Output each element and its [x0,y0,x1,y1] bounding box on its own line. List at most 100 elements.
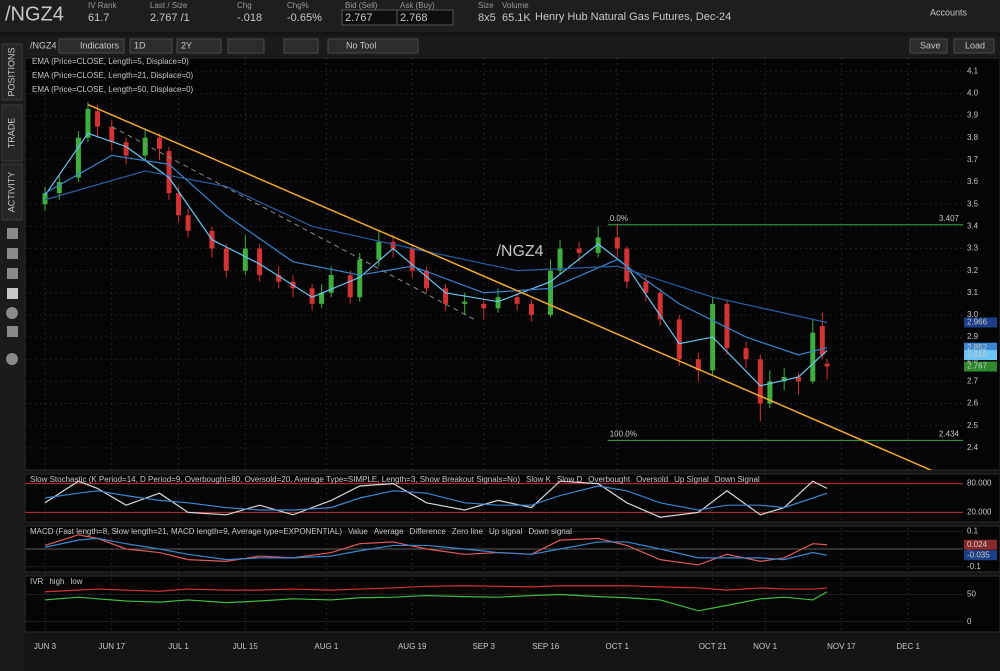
ema-line [44,132,828,387]
field-value: -0.65% [287,12,322,24]
fib-value: 2.434 [939,429,960,438]
y-tick-label: 2.4 [967,443,979,452]
indicators-label[interactable]: Indicators [80,40,120,50]
candle-body [819,326,825,355]
panel-title: Slow Stochastic (K Period=14, D Period=9… [30,475,520,484]
indicators-button[interactable] [58,38,125,54]
candle-body [576,248,582,253]
y-tick-label: 3.3 [967,244,979,253]
icon[interactable] [7,248,18,259]
icon[interactable] [7,288,18,299]
x-tick-label: AUG 19 [398,642,427,651]
study-label: EMA (Price=CLOSE, Length=5, Displace=0) [32,57,189,66]
accounts[interactable]: Accounts [930,7,968,17]
y-tick-label: 3.2 [967,266,979,275]
toolbar-symbol[interactable]: /NGZ4 [30,40,57,50]
header-bar [0,0,1000,32]
y-tick-label: -0.1 [967,562,981,571]
price-tag [964,342,997,353]
y-tick-label: 2.5 [967,421,979,430]
field-value: 2.768 [400,12,428,24]
candle-body [676,319,682,360]
period-label[interactable]: 1D [134,40,146,50]
tool-select[interactable] [327,38,419,54]
field-label: Size [478,1,494,10]
range-select[interactable] [176,38,222,54]
icon[interactable] [6,353,18,365]
candle-body [781,376,787,382]
candle-body [810,332,816,382]
price-tag [964,539,997,550]
price-tag-label: 2.819 [967,350,988,359]
stoch-line [44,485,828,511]
sidebar-tab-label[interactable]: ACTIVITY [6,172,16,213]
sidebar-tab-label[interactable]: POSITIONS [6,47,16,96]
level-label: 20.000 [967,508,992,517]
candle-body [56,182,62,194]
sidebar-icons [6,228,18,365]
candle-body [257,248,263,276]
legend-entry: Oversold [636,475,668,484]
icon[interactable] [6,307,18,319]
icon[interactable] [7,326,18,337]
candle-body [514,297,520,304]
candle-body [495,297,501,309]
ivr-line [44,591,828,612]
drawing-select[interactable] [283,38,319,54]
candle-body [223,248,229,271]
icon[interactable] [7,268,18,279]
candle-body [309,288,315,304]
candle-body [42,193,48,205]
field-label: Bid (Sell) [345,1,378,10]
x-tick-label: JUL 15 [233,642,259,651]
y-tick-label: 4.0 [967,89,979,98]
field-label: Chg [237,1,252,10]
save-label[interactable]: Save [920,40,941,50]
sidebar-tab[interactable] [1,163,23,221]
range-label[interactable]: 2Y [181,40,192,50]
legend-entry: Average [374,527,404,536]
legend-entry: Zero line [452,527,484,536]
price-tag [964,550,997,561]
y-tick-label: 3.6 [967,177,979,186]
x-tick-label: NOV 1 [753,642,778,651]
stoch-line [44,480,828,518]
description: Henry Hub Natural Gas Futures, Dec-24 [535,11,731,23]
symbol[interactable]: /NGZ4 [5,3,64,25]
candle-body [357,259,363,298]
tool-label[interactable]: No Tool [346,40,376,50]
candle-body [657,292,663,320]
candle-body [376,241,382,260]
ema-line [44,170,828,324]
ema-line [44,154,828,356]
quote-box [396,9,454,26]
style-select[interactable] [227,38,265,54]
sidebar-tab-label[interactable]: TRADE [6,118,16,149]
candle-body [548,270,554,315]
load-label[interactable]: Load [965,40,985,50]
sidebar-tab[interactable] [1,104,23,162]
load-button[interactable] [953,38,995,54]
trendline [87,103,933,470]
candle-body [643,281,649,293]
y-tick-label: 3.7 [967,155,979,164]
field-label: Chg% [287,1,309,10]
candle-body [328,275,334,293]
candle-body [695,359,701,371]
x-tick-label: SEP 3 [472,642,495,651]
icon[interactable] [7,228,18,239]
field-value: 2.767 [345,12,373,24]
sidebar-tab[interactable] [1,43,23,101]
x-tick-label: JUN 3 [34,642,57,651]
candle-body [85,108,91,138]
x-tick-label: JUN 17 [98,642,125,651]
y-tick-label: 2.6 [967,399,979,408]
y-tick-label: 3.1 [967,288,979,297]
price-tag-label: 2.966 [967,318,988,327]
x-tick-label: SEP 16 [532,642,560,651]
save-button[interactable] [909,38,948,54]
panel-title: MACD (Fast length=8, Slow length=21, MAC… [30,527,342,536]
period-select[interactable] [129,38,173,54]
candle-body [824,363,830,367]
